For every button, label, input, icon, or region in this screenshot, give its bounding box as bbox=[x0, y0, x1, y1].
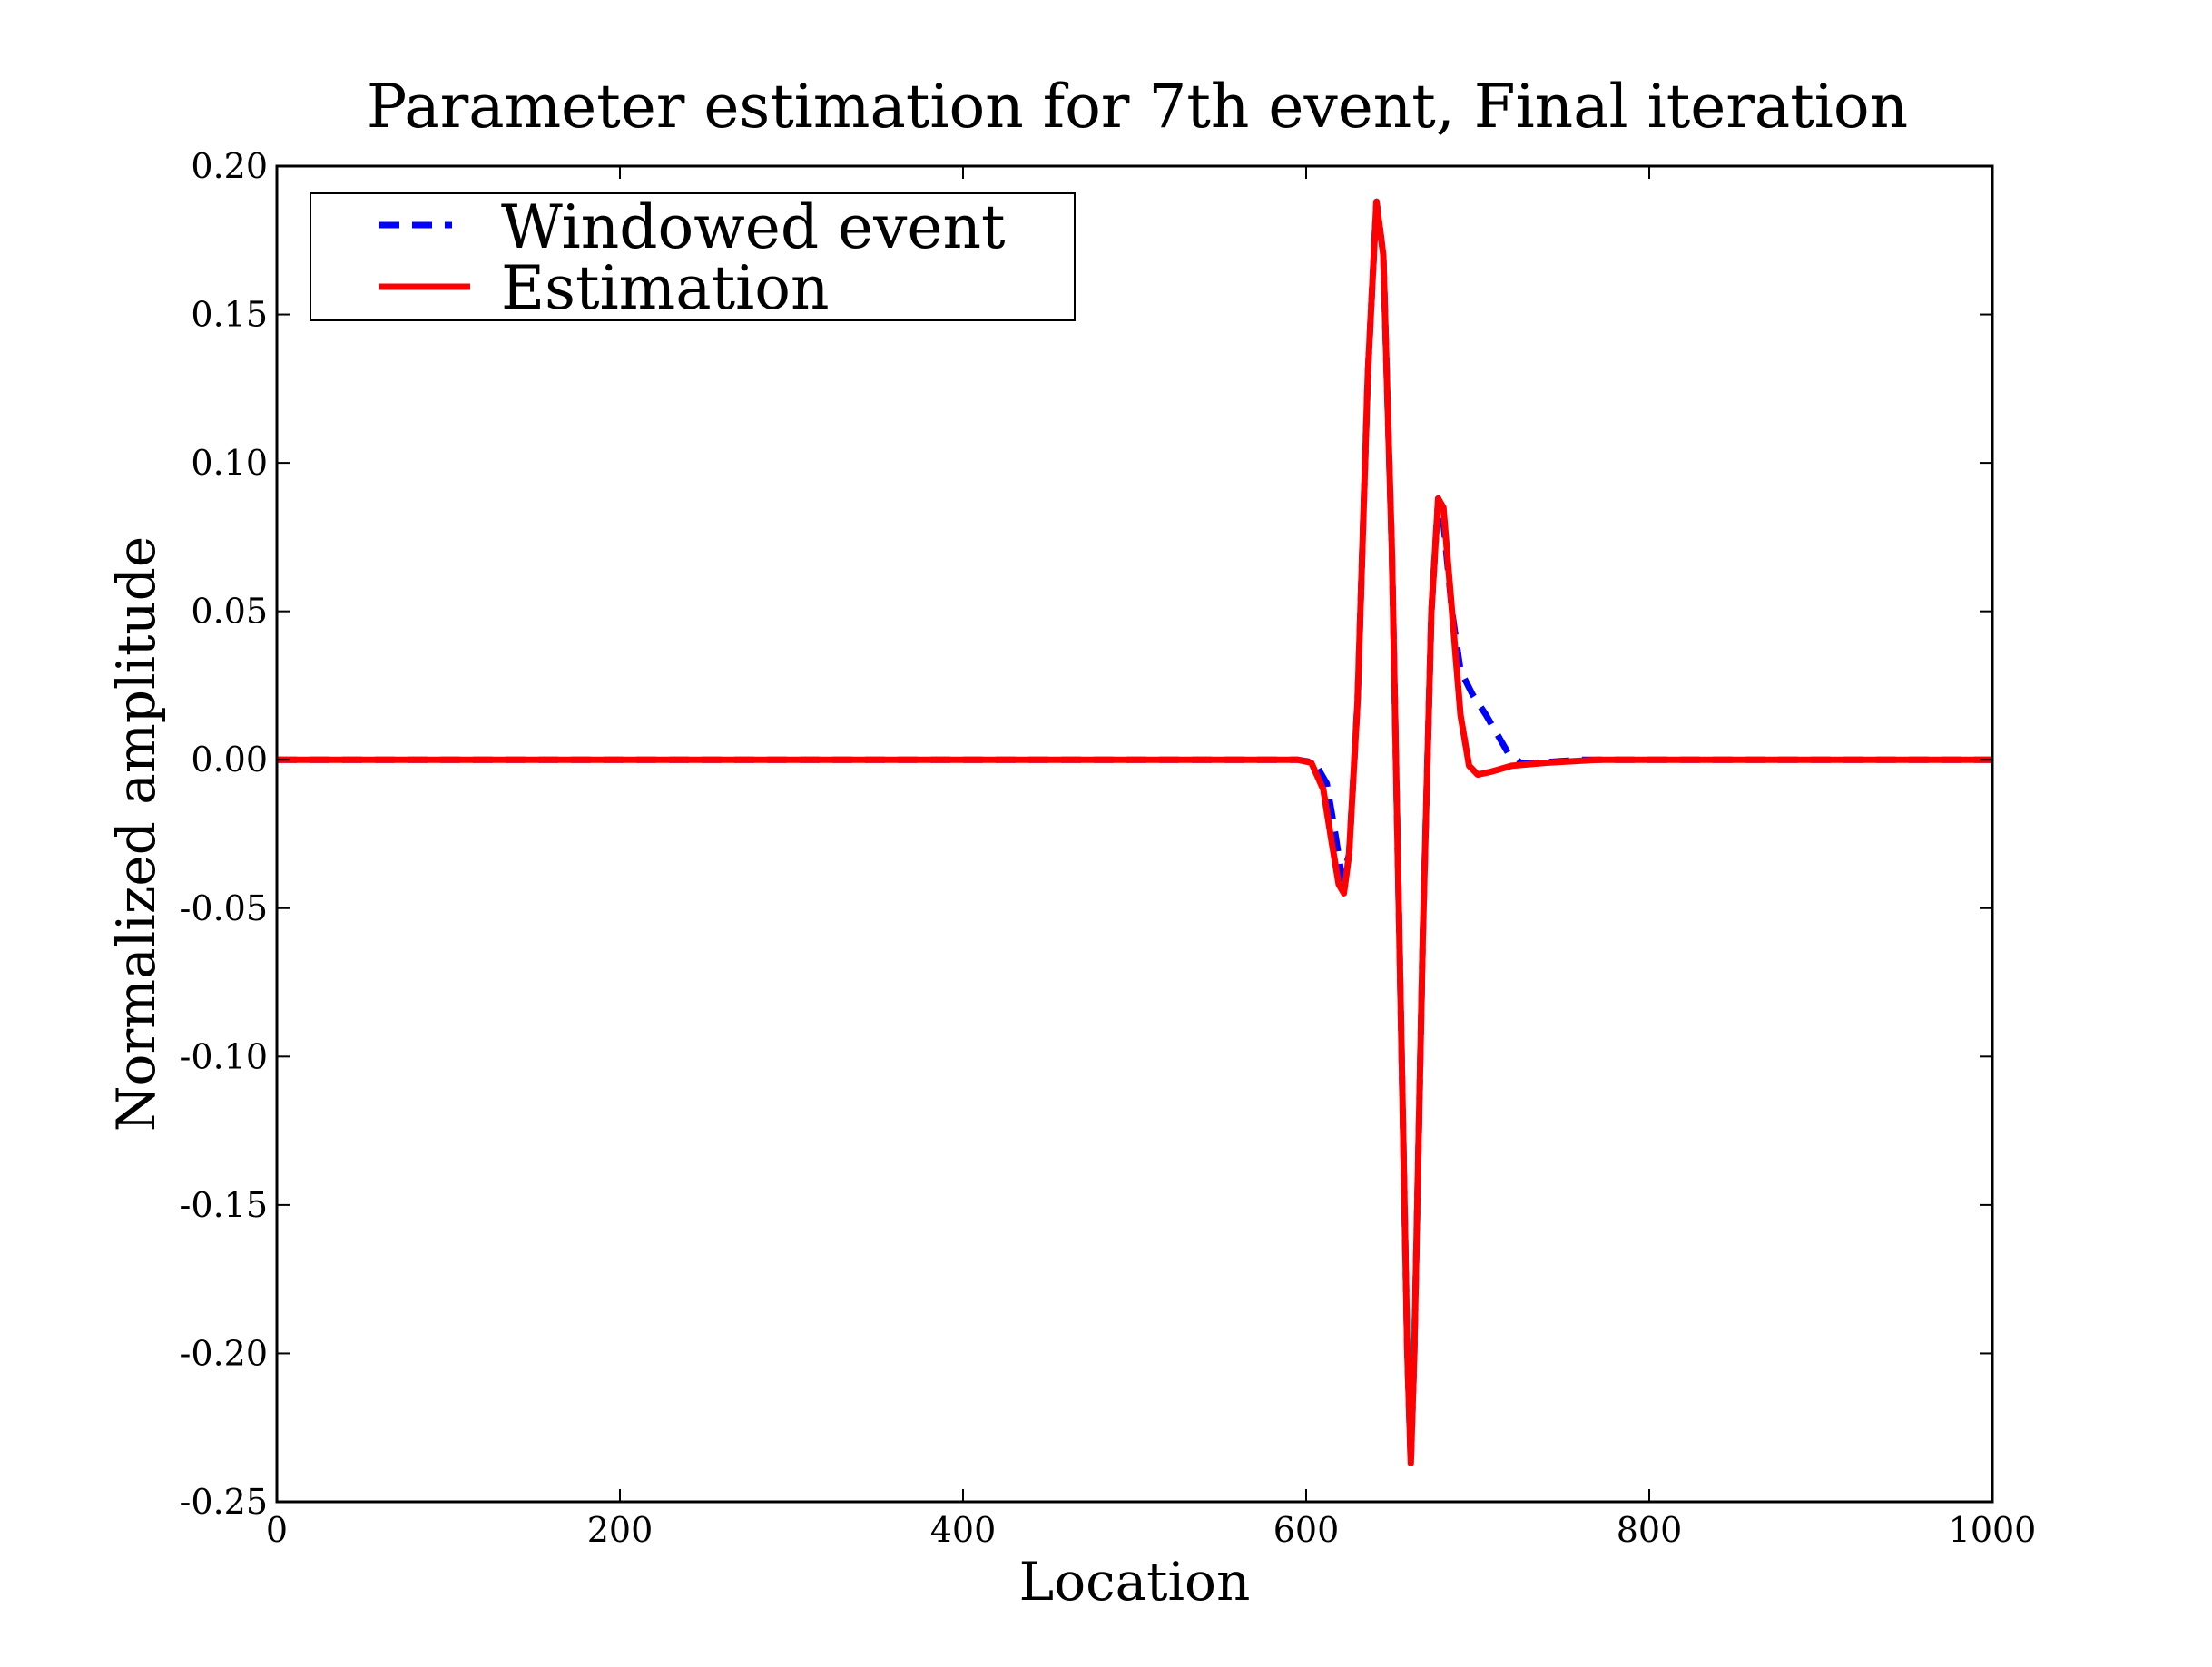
legend-label-estimation: Estimation bbox=[501, 253, 830, 323]
x-tick-label: 800 bbox=[1617, 1510, 1683, 1550]
series-layer bbox=[277, 198, 1992, 1466]
tick-layer: 0 200 400 600 800 1000 0.20 0.15 0.10 0.05 0.00 -0.… bbox=[180, 146, 2037, 1550]
y-tick-label: 0.00 bbox=[191, 740, 268, 780]
series-line-estimation bbox=[277, 198, 1992, 1466]
y-tick-label: -0.20 bbox=[180, 1333, 268, 1373]
legend-label-windowed-event: Windowed event bbox=[501, 192, 1006, 262]
x-tick-label: 1000 bbox=[1949, 1510, 2037, 1550]
x-tick-label: 0 bbox=[266, 1510, 288, 1550]
plot-frame bbox=[275, 164, 1994, 1504]
y-tick-label: -0.15 bbox=[180, 1185, 268, 1225]
y-tick-label: -0.25 bbox=[180, 1482, 268, 1522]
y-tick-label: 0.15 bbox=[191, 295, 268, 335]
y-tick-label: 0.05 bbox=[191, 592, 268, 632]
chart-title: Parameter estimation for 7th event, Fina… bbox=[367, 72, 1908, 142]
y-tick-label: -0.10 bbox=[180, 1036, 268, 1076]
x-axis-label: Location bbox=[1019, 1551, 1251, 1613]
x-tick-label: 400 bbox=[930, 1510, 997, 1550]
x-tick-label: 600 bbox=[1273, 1510, 1340, 1550]
legend: Windowed event Estimation bbox=[310, 192, 1076, 323]
legend-box bbox=[310, 192, 1076, 321]
x-tick-label: 200 bbox=[587, 1510, 654, 1550]
y-axis-label: Normalized amplitude bbox=[105, 536, 167, 1132]
y-tick-label: -0.05 bbox=[180, 888, 268, 928]
y-tick-label: 0.10 bbox=[191, 443, 268, 483]
y-tick-label: 0.20 bbox=[191, 146, 268, 186]
